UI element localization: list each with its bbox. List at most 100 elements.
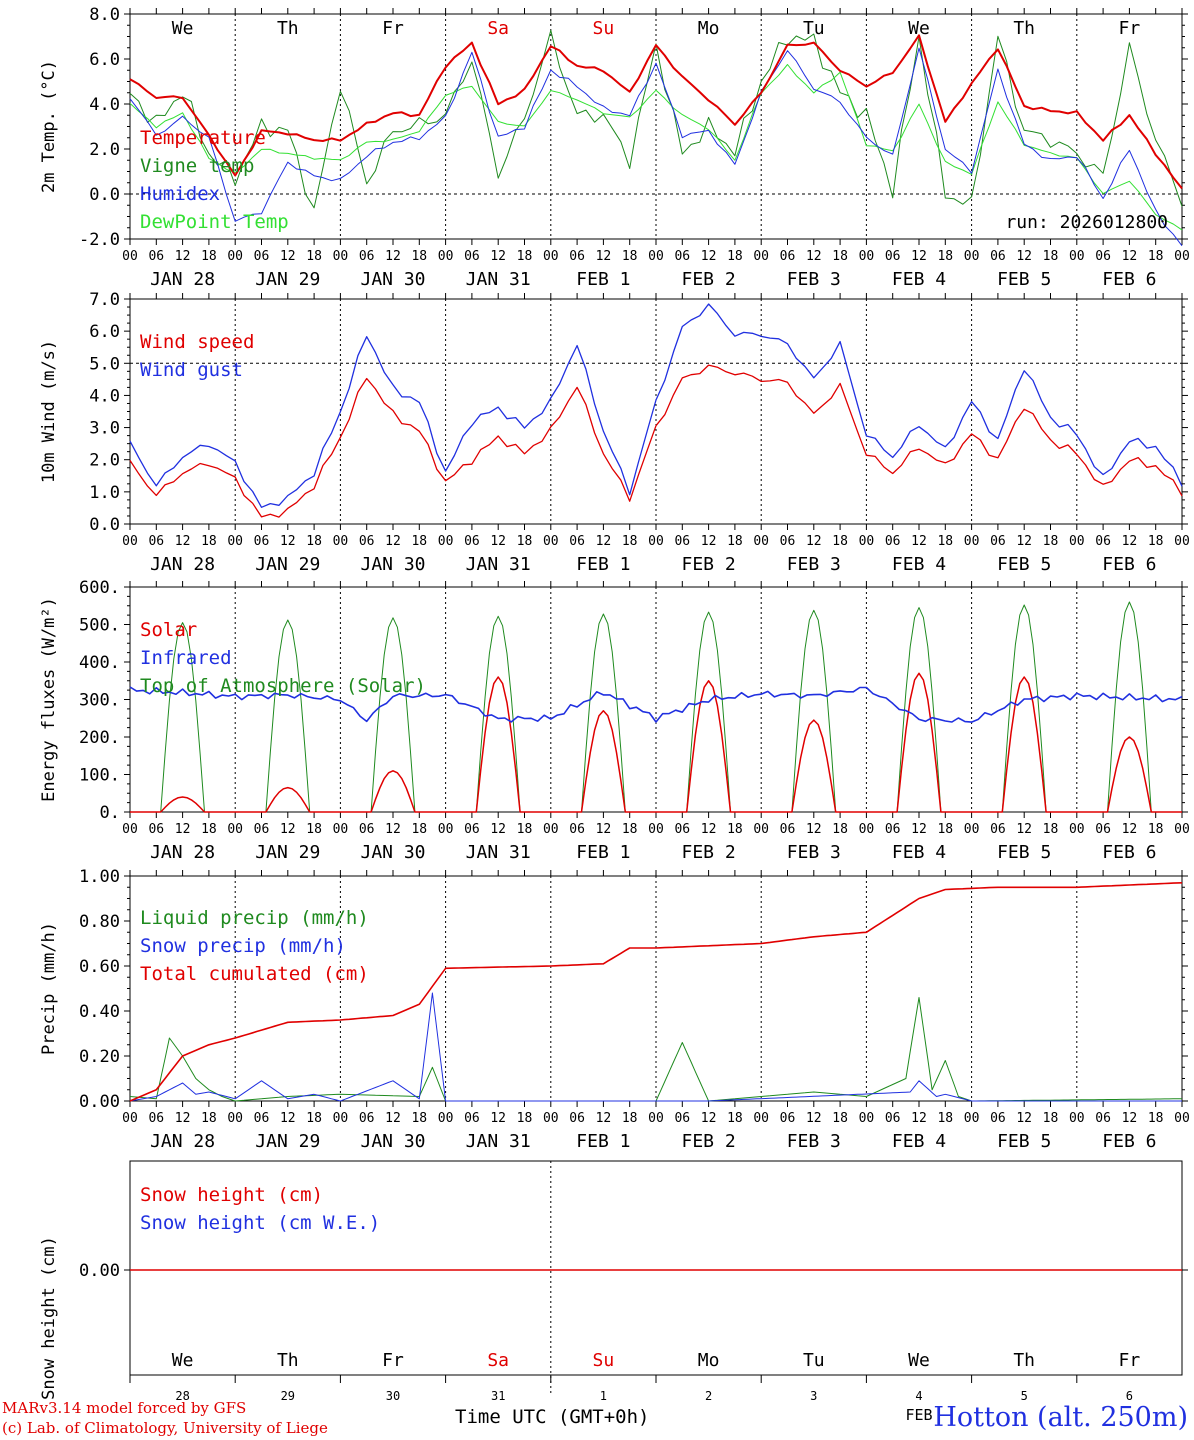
hour-tick-label: 00 (333, 822, 349, 837)
weekday-label: Tu (803, 1350, 825, 1371)
y-tick-label: 3.0 (89, 419, 120, 439)
y-tick-label: 0.00 (79, 1092, 120, 1112)
hour-tick-label: 00 (648, 822, 664, 837)
hour-tick-label: 00 (543, 534, 559, 549)
hour-tick-label: 12 (280, 534, 296, 549)
hour-tick-label: 12 (806, 534, 822, 549)
legend-blue: Humidex (140, 183, 220, 205)
hour-tick-label: 12 (911, 534, 927, 549)
weekday-label: We (908, 18, 930, 39)
hour-tick-label: 06 (780, 822, 796, 837)
series-line-green (129, 29, 1183, 209)
hour-tick-label: 00 (438, 1111, 454, 1126)
date-label: JAN 30 (360, 554, 425, 575)
hour-tick-label: 12 (280, 249, 296, 264)
legend-blue: Wind gust (140, 359, 243, 381)
hour-tick-label: 06 (1095, 822, 1111, 837)
legend-red: Solar (140, 619, 197, 641)
hour-tick-label: 18 (832, 822, 848, 837)
hour-tick-label: 06 (254, 1111, 270, 1126)
date-label: JAN 28 (150, 554, 215, 575)
y-tick-label: 0.20 (79, 1047, 120, 1067)
time-axis-label: Time UTC (GMT+0h) (455, 1406, 650, 1428)
hour-tick-label: 18 (1043, 822, 1059, 837)
hour-tick-label: 12 (280, 1111, 296, 1126)
weekday-label: Th (1013, 18, 1035, 39)
hour-tick-label: 18 (1043, 249, 1059, 264)
hour-tick-label: 06 (1095, 534, 1111, 549)
hour-tick-label: 12 (490, 534, 506, 549)
date-label: FEB 4 (892, 554, 946, 575)
hour-tick-label: 00 (1069, 1111, 1085, 1126)
hour-tick-label: 18 (832, 534, 848, 549)
hour-tick-label: 12 (1122, 822, 1138, 837)
y-tick-label: 200. (79, 728, 120, 748)
hour-tick-label: 12 (806, 822, 822, 837)
hour-tick-label: 06 (359, 249, 375, 264)
series-line-blue (129, 47, 1183, 247)
hour-tick-label: 00 (122, 822, 138, 837)
y-tick-label: 500. (79, 616, 120, 636)
hour-tick-label: 18 (937, 249, 953, 264)
hour-tick-label: 06 (885, 534, 901, 549)
hour-tick-label: 06 (359, 1111, 375, 1126)
hour-tick-label: 18 (832, 1111, 848, 1126)
lab-credit: (c) Lab. of Climatology, University of L… (2, 1419, 328, 1437)
date-label: FEB 3 (787, 1131, 841, 1152)
date-label: JAN 29 (255, 554, 320, 575)
hour-tick-label: 06 (464, 249, 480, 264)
panel-3: Energy fluxes (W/m²) 600. 500. 400. 300. 200.… (39, 578, 1190, 863)
y-tick-label: 0.0 (89, 185, 120, 205)
hour-tick-label: 06 (674, 822, 690, 837)
hour-tick-label: 12 (596, 822, 612, 837)
hour-tick-label: 12 (911, 1111, 927, 1126)
y-axis-label: Energy fluxes (W/m²) (39, 597, 59, 802)
hour-tick-label: 18 (201, 249, 217, 264)
hour-tick-label: 06 (990, 822, 1006, 837)
date-label: FEB 2 (682, 554, 736, 575)
y-tick-label: 1.0 (89, 483, 120, 503)
date-label: JAN 30 (360, 269, 425, 290)
hour-tick-label: 12 (385, 249, 401, 264)
date-label: FEB 5 (997, 554, 1051, 575)
hour-tick-label: 12 (701, 249, 717, 264)
hour-tick-label: 18 (201, 822, 217, 837)
hour-tick-label: 00 (753, 1111, 769, 1126)
series-line-red (130, 672, 1182, 813)
weekday-label: Su (593, 18, 615, 39)
hour-tick-label: 00 (1174, 249, 1190, 264)
hour-tick-label: 00 (438, 249, 454, 264)
panel-2: 10m Wind (m/s)7.06.05.04.03.02.01.00.000… (39, 290, 1190, 575)
y-axis-label: Precip (mm/h) (39, 922, 59, 1055)
hour-tick-label: 18 (306, 534, 322, 549)
day-number: 1 (600, 1389, 607, 1403)
weekday-label: Sa (487, 1350, 509, 1371)
hour-tick-label: 12 (280, 822, 296, 837)
day-number: 29 (281, 1389, 295, 1403)
date-label: JAN 31 (466, 269, 531, 290)
hour-tick-label: 06 (569, 822, 585, 837)
hour-tick-label: 12 (490, 822, 506, 837)
hour-tick-label: 06 (990, 249, 1006, 264)
panel-5: 0.00 Snow height (cm) Snow height (cm) Snow… (39, 1160, 1188, 1424)
hour-tick-label: 12 (1122, 1111, 1138, 1126)
date-label: FEB 6 (1102, 1131, 1156, 1152)
day-number: 6 (1126, 1389, 1133, 1403)
hour-tick-label: 00 (1174, 822, 1190, 837)
hour-tick-label: 00 (859, 822, 875, 837)
hour-tick-label: 06 (780, 249, 796, 264)
day-number: 2 (705, 1389, 712, 1403)
hour-tick-label: 12 (701, 822, 717, 837)
hour-tick-label: 18 (727, 822, 743, 837)
legend-green: Vigne temp (140, 155, 254, 177)
hour-tick-label: 12 (701, 534, 717, 549)
y-tick-label: 0.00 (79, 1261, 120, 1281)
hour-tick-label: 18 (411, 249, 427, 264)
legend-blue: Snow height (cm W.E.) (140, 1212, 380, 1234)
date-label: JAN 28 (150, 842, 215, 863)
hour-tick-label: 18 (201, 1111, 217, 1126)
station-name: Hotton (alt. 250m) (933, 1402, 1188, 1433)
hour-tick-label: 18 (727, 534, 743, 549)
hour-tick-label: 12 (385, 1111, 401, 1126)
date-label: JAN 28 (150, 1131, 215, 1152)
